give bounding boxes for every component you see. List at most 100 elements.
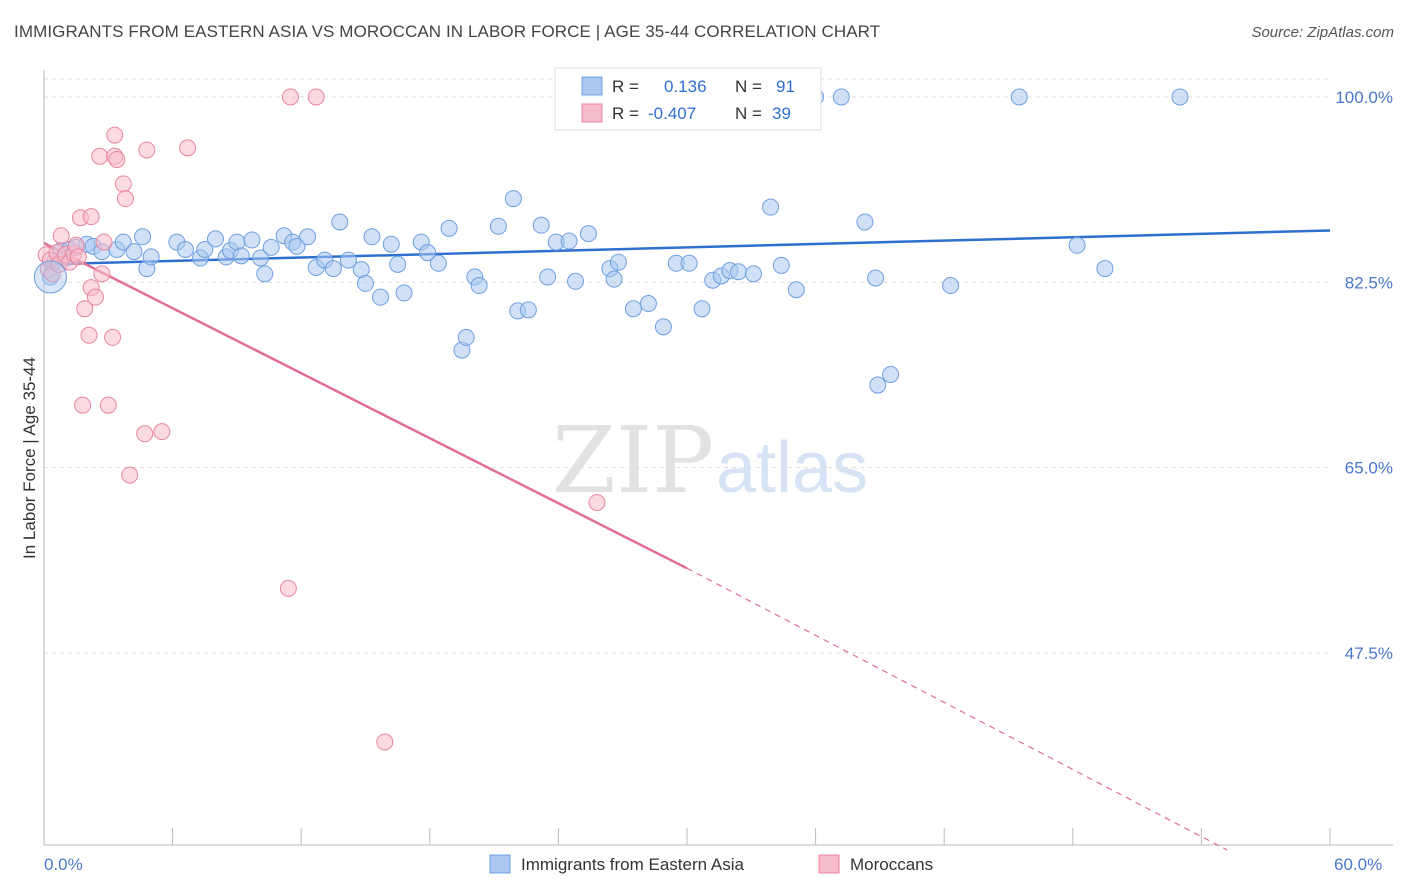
point-pink-24 <box>106 126 124 144</box>
point-blue-34 <box>324 260 342 278</box>
x-tick-min: 0.0% <box>44 855 83 874</box>
series-legend: Immigrants from Eastern Asia Moroccans <box>489 854 933 874</box>
legend-n-label-pink: N = <box>735 104 762 123</box>
point-blue-26 <box>256 265 274 283</box>
point-pink-11 <box>69 248 87 266</box>
point-pink-38 <box>588 494 606 512</box>
point-blue-53 <box>504 190 522 208</box>
point-blue-81 <box>832 88 850 106</box>
point-blue-19 <box>206 230 224 248</box>
point-pink-28 <box>116 190 134 208</box>
point-blue-18 <box>196 241 214 259</box>
point-blue-39 <box>363 228 381 246</box>
data-points <box>33 88 1189 751</box>
point-pink-19 <box>91 147 109 165</box>
point-pink-36 <box>307 88 325 106</box>
legend-swatch-pink <box>581 103 603 123</box>
point-blue-83 <box>867 269 885 287</box>
legend-r-value-pink: -0.407 <box>648 104 696 123</box>
point-blue-61 <box>579 225 597 243</box>
point-blue-23 <box>232 247 250 265</box>
point-blue-77 <box>772 256 790 274</box>
point-pink-29 <box>121 466 139 484</box>
point-blue-74 <box>729 263 747 281</box>
point-blue-55 <box>519 301 537 319</box>
point-pink-22 <box>99 396 117 414</box>
point-pink-31 <box>138 141 156 159</box>
point-blue-88 <box>1068 236 1086 254</box>
point-blue-89 <box>1096 260 1114 278</box>
point-pink-6 <box>52 227 70 245</box>
point-blue-11 <box>125 243 143 261</box>
legend-r-value-blue: 0.136 <box>664 77 707 96</box>
point-blue-30 <box>288 237 306 255</box>
point-blue-25 <box>251 249 269 267</box>
point-blue-56 <box>532 216 550 234</box>
legend-n-value-blue: 91 <box>776 77 795 96</box>
point-blue-86 <box>942 277 960 295</box>
series-legend-swatch-pink <box>818 854 840 874</box>
y-tick-label-1: 65.0% <box>1345 459 1393 478</box>
point-blue-63 <box>605 270 623 288</box>
point-blue-90 <box>1171 88 1189 106</box>
trend-line-pink-extension <box>686 567 1228 851</box>
legend-swatch-blue <box>581 76 603 96</box>
point-pink-30 <box>136 425 154 443</box>
y-tick-label-3: 100.0% <box>1335 88 1393 107</box>
point-blue-35 <box>331 213 349 231</box>
point-blue-42 <box>389 255 407 273</box>
point-pink-23 <box>104 328 122 346</box>
legend-n-value-pink: 39 <box>772 104 791 123</box>
point-pink-16 <box>82 208 100 226</box>
point-pink-14 <box>76 300 94 318</box>
point-blue-66 <box>639 295 657 313</box>
point-pink-26 <box>108 150 126 168</box>
point-blue-45 <box>419 244 437 262</box>
point-blue-76 <box>762 198 780 216</box>
legend-r-label-pink: R = <box>612 104 639 123</box>
point-blue-75 <box>744 265 762 283</box>
point-blue-78 <box>787 281 805 299</box>
point-blue-70 <box>693 300 711 318</box>
point-blue-38 <box>357 274 374 292</box>
chart-title: IMMIGRANTS FROM EASTERN ASIA VS MOROCCAN… <box>14 22 881 41</box>
point-blue-87 <box>1010 88 1028 106</box>
point-blue-12 <box>134 228 152 246</box>
point-blue-47 <box>440 219 458 237</box>
point-blue-67 <box>654 318 672 336</box>
y-tick-label-2: 82.5% <box>1345 273 1393 292</box>
point-blue-52 <box>489 217 507 235</box>
point-blue-59 <box>560 232 578 250</box>
point-pink-21 <box>95 233 113 251</box>
point-blue-65 <box>624 300 642 318</box>
point-pink-27 <box>114 175 132 193</box>
y-tick-label-0: 47.5% <box>1345 644 1393 663</box>
point-pink-34 <box>279 579 297 597</box>
point-blue-43 <box>395 284 413 302</box>
point-blue-16 <box>176 241 194 259</box>
point-blue-51 <box>470 277 488 295</box>
stats-legend: R = 0.136 N = 91 R = -0.407 N = 39 <box>554 67 822 131</box>
series-legend-swatch-blue <box>489 854 511 874</box>
point-blue-85 <box>882 365 900 383</box>
point-pink-15 <box>80 326 98 344</box>
y-axis-label: In Labor Force | Age 35-44 <box>20 357 39 559</box>
point-blue-64 <box>609 253 627 271</box>
point-blue-82 <box>856 213 874 231</box>
point-blue-10 <box>114 233 132 251</box>
point-blue-36 <box>339 251 357 269</box>
source-credit: Source: ZipAtlas.com <box>1251 24 1394 41</box>
point-blue-31 <box>299 228 317 246</box>
trend-lines <box>43 229 1331 851</box>
point-blue-27 <box>262 238 280 256</box>
point-blue-46 <box>429 254 447 272</box>
point-blue-57 <box>539 268 557 286</box>
point-blue-49 <box>457 328 475 346</box>
axes <box>43 70 1393 846</box>
point-blue-84 <box>869 376 887 394</box>
point-blue-41 <box>382 235 400 253</box>
point-pink-33 <box>179 139 197 157</box>
trend-line-pink <box>43 242 688 570</box>
series-legend-label-blue: Immigrants from Eastern Asia <box>521 855 745 874</box>
